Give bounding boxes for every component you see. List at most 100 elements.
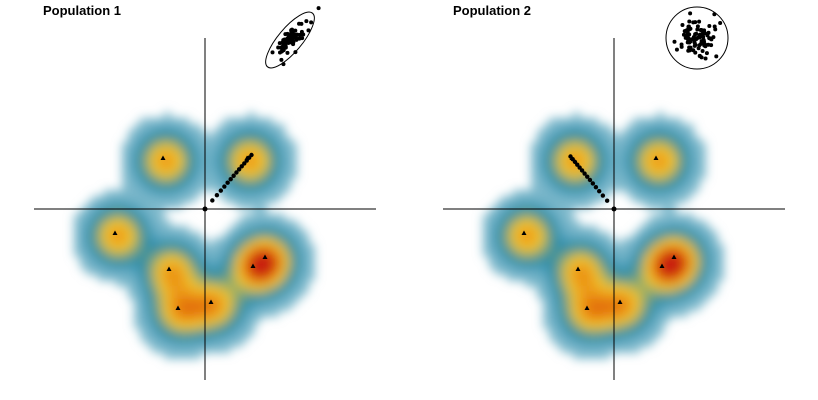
density-cell [242,292,249,299]
density-cell [104,250,111,257]
density-cell [200,238,207,245]
density-cell [651,274,658,281]
density-cell [152,286,159,293]
density-cell [122,142,129,149]
density-cell [80,226,87,233]
inset-point [688,37,693,42]
density-cell [699,166,706,173]
density-cell [176,136,183,143]
density-cell [284,286,291,293]
density-cell [711,250,718,257]
density-cell [206,256,213,263]
density-cell [296,268,303,275]
density-cell [80,220,87,227]
density-cell [212,250,219,257]
density-cell [98,214,105,221]
density-cell [561,286,568,293]
peak-marker [175,305,181,310]
density-cell [549,256,556,263]
density-cell [164,328,171,335]
density-cell [230,124,237,131]
density-cell [495,232,502,239]
density-cell [549,214,556,221]
density-cell [603,238,610,245]
density-cell [248,148,255,155]
density-cell [537,136,544,143]
density-cell [230,190,237,197]
density-cell [657,274,664,281]
density-cell [290,298,297,305]
density-cell [230,250,237,257]
density-cell [284,172,291,179]
density-cell [284,184,291,191]
density-cell [675,280,682,287]
density-cell [158,184,165,191]
density-cell [182,322,189,329]
density-cell [170,280,177,287]
density-cell [669,286,676,293]
density-cell [212,280,219,287]
density-cell [621,172,628,179]
density-cell [531,238,538,245]
density-cell [122,274,129,281]
density-cell [152,232,159,239]
density-cell [152,262,159,269]
inset-point [304,19,309,24]
density-cell [663,220,670,227]
density-cell [591,166,598,173]
trajectory-point [214,192,220,198]
density-cell [284,298,291,305]
density-cell [633,142,640,149]
density-cell [639,136,646,143]
density-cell [579,304,586,311]
trajectory [202,152,254,212]
density-cell [645,280,652,287]
density-cell [194,268,201,275]
density-cell [176,292,183,299]
density-cell [645,118,652,125]
density-cell [200,304,207,311]
density-cell [242,148,249,155]
density-cell [170,322,177,329]
density-cell [254,148,261,155]
trajectory-point [587,177,593,183]
density-cell [711,238,718,245]
density-cell [146,148,153,155]
density-cell [182,250,189,257]
density-cell [140,166,147,173]
density-cell [164,340,171,347]
density-cell [272,130,279,137]
density-cell [513,214,520,221]
density-cell [146,334,153,341]
density-cell [212,268,219,275]
density-cell [549,190,556,197]
density-cell [170,178,177,185]
density-cell [675,256,682,263]
density-cell [669,298,676,305]
density-cell [585,292,592,299]
density-cell [284,238,291,245]
density-cell [182,142,189,149]
density-cell [158,214,165,221]
density-cell [627,166,634,173]
density-cell [242,256,249,263]
density-cell [627,154,634,161]
density-cell [194,238,201,245]
density-cell [278,220,285,227]
density-cell [164,112,171,119]
density-cell [555,160,562,167]
density-cell [627,316,634,323]
density-cell [128,136,135,143]
density-cell [284,262,291,269]
density-cell [627,292,634,299]
density-cell [609,172,616,179]
density-cell [254,124,261,131]
density-cell [639,184,646,191]
density-cell [284,244,291,251]
density-cell [272,298,279,305]
density-cell [176,274,183,281]
density-cell [561,142,568,149]
density-cell [561,292,568,299]
trajectory-point [218,188,224,193]
